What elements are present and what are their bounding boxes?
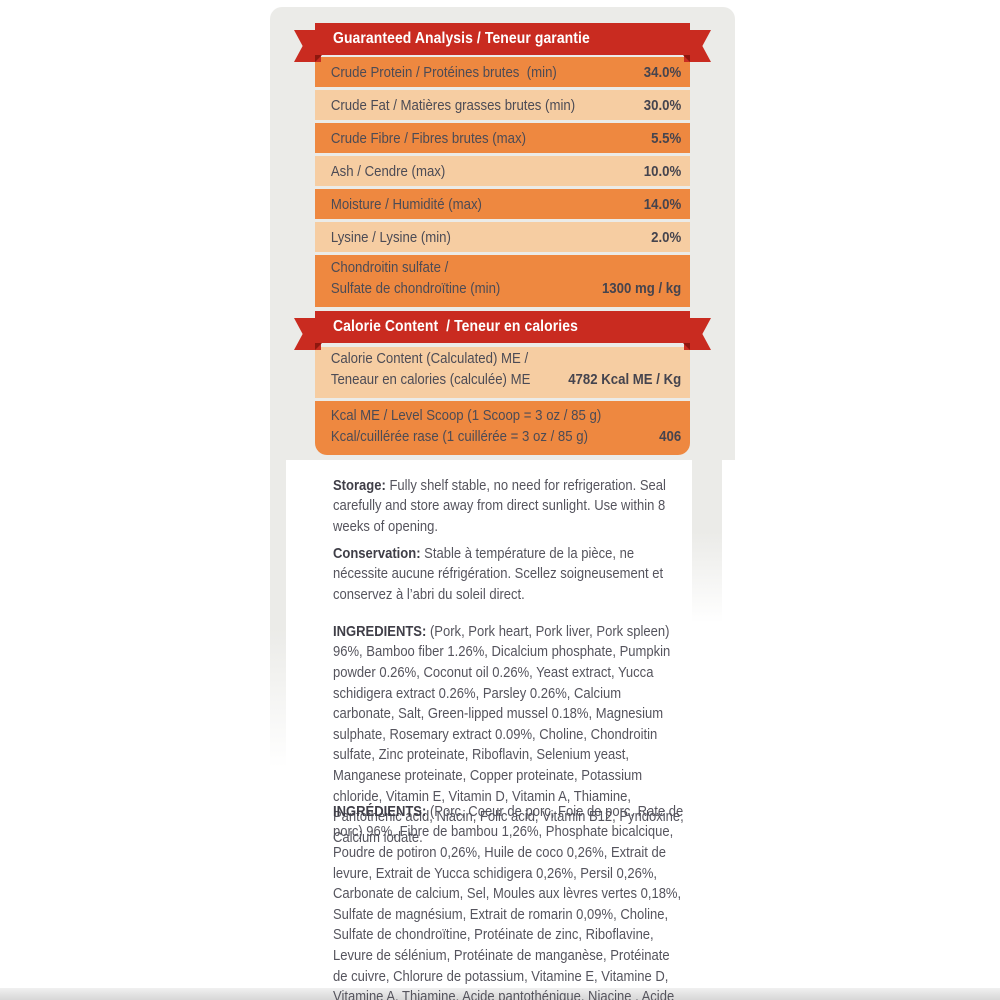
nutrient-label: Crude Protein / Protéines brutes (min) xyxy=(330,63,557,81)
nutrient-label: Moisture / Humidité (max) xyxy=(330,195,482,213)
nutrient-value: 14.0% xyxy=(643,195,682,213)
row-chondroitin-sulfate: Chondroitin sulfate / Sulfate de chondro… xyxy=(315,255,690,307)
nutrient-value: 5.5% xyxy=(651,129,682,147)
photo-bottom-edge xyxy=(0,988,1000,1000)
nutrient-label: Ash / Cendre (max) xyxy=(330,162,446,180)
ingredients-en-text: (Pork, Pork heart, Pork liver, Pork sple… xyxy=(333,623,684,846)
ribbon-band: Guaranteed Analysis / Teneur garantie xyxy=(315,23,690,55)
conservation-text: Stable à température de la pièce, ne néc… xyxy=(333,545,664,603)
conservation-paragraph: Conservation: Stable à température de la… xyxy=(333,544,686,606)
nutrient-value: 10.0% xyxy=(643,162,682,180)
calorie-value: 4782 Kcal ME / Kg xyxy=(568,370,682,388)
row-crude-protein: Crude Protein / Protéines brutes (min) 3… xyxy=(315,57,690,87)
ribbon-fold-left xyxy=(315,343,322,350)
calorie-label-line2: Teneaur en calories (calculée) ME xyxy=(330,370,531,388)
storage-label: Storage: xyxy=(333,477,386,494)
row-crude-fat: Crude Fat / Matières grasses brutes (min… xyxy=(315,90,690,120)
storage-paragraph: Storage: Fully shelf stable, no need for… xyxy=(333,476,686,538)
nutrient-label: Crude Fibre / Fibres brutes (max) xyxy=(330,129,526,147)
nutrient-value: 30.0% xyxy=(643,96,682,114)
storage-text: Fully shelf stable, no need for refriger… xyxy=(333,477,666,535)
nutrient-value: 1300 mg / kg xyxy=(601,279,682,297)
kcal-scoop-value: 406 xyxy=(659,427,682,445)
nutrient-value: 2.0% xyxy=(651,228,682,246)
kcal-scoop-label-line2: Kcal/cuillérée rase (1 cuillérée = 3 oz … xyxy=(330,427,589,445)
nutrient-label-line2: Sulfate de chondroïtine (min) xyxy=(330,279,501,297)
nutrient-value: 34.0% xyxy=(643,63,682,81)
row-moisture: Moisture / Humidité (max) 14.0% xyxy=(315,189,690,219)
ingredients-fr-paragraph: INGRÉDIENTS: (Porc, Coeur de porc, Foie … xyxy=(333,802,686,1000)
calorie-content-title: Calorie Content / Teneur en calories xyxy=(333,318,578,335)
ingredients-en-label: INGREDIENTS: xyxy=(333,623,427,640)
ingredients-fr-label: INGRÉDIENTS: xyxy=(333,803,427,820)
conservation-label: Conservation: xyxy=(333,545,421,562)
ribbon-fold-left xyxy=(315,55,322,62)
nutrient-label-line1: Chondroitin sulfate / xyxy=(330,259,449,276)
kcal-scoop-label-line1: Kcal ME / Level Scoop (1 Scoop = 3 oz / … xyxy=(330,407,602,424)
row-kcal-per-scoop: Kcal ME / Level Scoop (1 Scoop = 3 oz / … xyxy=(315,401,690,455)
ribbon-fold-right xyxy=(683,55,690,62)
ribbon-fold-right xyxy=(683,343,690,350)
row-ash: Ash / Cendre (max) 10.0% xyxy=(315,156,690,186)
row-crude-fibre: Crude Fibre / Fibres brutes (max) 5.5% xyxy=(315,123,690,153)
calorie-label-line1: Calorie Content (Calculated) ME / xyxy=(330,350,529,367)
package-shadow-right xyxy=(692,458,722,623)
guaranteed-analysis-title: Guaranteed Analysis / Teneur garantie xyxy=(333,30,590,47)
nutrient-label: Crude Fat / Matières grasses brutes (min… xyxy=(330,96,576,114)
row-calorie-calculated: Calorie Content (Calculated) ME / Teneau… xyxy=(315,347,690,398)
calorie-content-banner: Calorie Content / Teneur en calories xyxy=(294,311,711,350)
ingredients-fr-text: (Porc, Coeur de porc, Foie de porc, Rate… xyxy=(333,803,684,1000)
label-column: Guaranteed Analysis / Teneur garantie Cr… xyxy=(294,0,711,1000)
ribbon-band: Calorie Content / Teneur en calories xyxy=(315,311,690,343)
guaranteed-analysis-banner: Guaranteed Analysis / Teneur garantie xyxy=(294,23,711,62)
row-lysine: Lysine / Lysine (min) 2.0% xyxy=(315,222,690,252)
ingredients-en-paragraph: INGREDIENTS: (Pork, Pork heart, Pork liv… xyxy=(333,622,686,849)
nutrient-label: Lysine / Lysine (min) xyxy=(330,228,451,246)
package-shadow-left xyxy=(270,458,286,768)
